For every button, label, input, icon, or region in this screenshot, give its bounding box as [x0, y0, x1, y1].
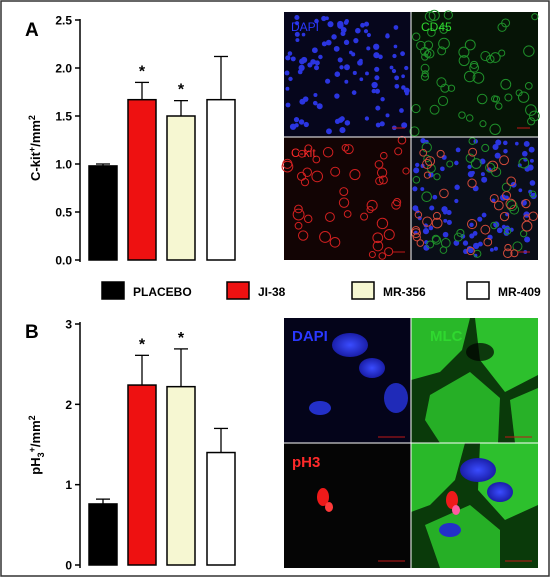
panel-b-y-tick-label: 2	[65, 398, 72, 412]
panel-b-dapi-quadrant	[284, 318, 411, 443]
panel-b-y-tick-label: 3	[65, 318, 72, 332]
panel-a-y-tick-label: 2.5	[55, 14, 72, 28]
panel-b-bar-mr-409	[206, 451, 236, 566]
panel-a-bar-placebo	[88, 165, 118, 261]
panel-a-y-tick-label: 2.0	[55, 62, 72, 76]
legend-label: JI-38	[258, 285, 286, 299]
panel-a-ckit-quadrant	[281, 135, 411, 260]
panel-b-bar-placebo	[88, 503, 118, 566]
panel-a-cd45-quadrant	[409, 9, 540, 137]
panel-a-microscopy-image: DAPI CD45 C-kit	[281, 9, 540, 260]
legend-swatch	[466, 281, 490, 300]
panel-b-letter: B	[25, 322, 39, 343]
legend-swatch	[226, 281, 250, 300]
panel-b-ph3-quadrant	[284, 443, 411, 568]
panel-a-merge-quadrant	[411, 137, 538, 260]
panel-b-image-label-mlc: MLC	[430, 328, 463, 345]
panel-b-image-label-dapi: DAPI	[292, 328, 328, 345]
panel-a-image-label-cd45: CD45	[421, 20, 452, 34]
panel-a-ylabel: C-kit+/mm2	[27, 115, 43, 181]
panel-b-ylabel: pH3+/mm2	[27, 415, 46, 474]
panel-b-microscopy-image: DAPI MLC pH3	[284, 318, 538, 568]
panel-b: B pH3+/mm2 0 1 2 3 * *	[25, 318, 538, 573]
panel-b-y-tick-label: 0	[65, 559, 72, 573]
panel-b-bar-ji-38	[127, 384, 157, 566]
panel-a-bar-ji-38	[127, 98, 157, 261]
panel-a-y-tick-label: 1.0	[55, 158, 72, 172]
panel-a-letter: A	[25, 20, 39, 41]
legend-label: MR-409	[498, 285, 541, 299]
panel-a-y-tick-label: 1.5	[55, 110, 72, 124]
panel-a-bar-mr-356	[166, 115, 196, 261]
panel-b-mlc-quadrant	[411, 318, 538, 443]
panel-a-chart: 0.0 0.5 1.0 1.5 2.0 2.5 * *	[55, 14, 236, 268]
panel-a-image-label-dapi: DAPI	[291, 20, 319, 34]
panel-b-y-tick-label: 1	[65, 478, 72, 492]
panel-b-significance-mark: *	[139, 336, 146, 353]
legend-label: MR-356	[383, 285, 426, 299]
panel-b-bar-mr-356	[166, 385, 196, 566]
panel-b-merge-quadrant	[411, 443, 538, 568]
panel-a: A C-kit+/mm2 0.0 0.5 1.0 1.5 2.0 2.5 * * DAPI …	[25, 9, 540, 268]
panel-b-significance-mark: *	[178, 330, 185, 347]
panel-a-bar-mr-409	[206, 98, 236, 261]
panel-a-significance-mark: *	[139, 63, 146, 80]
legend-swatch	[351, 281, 375, 300]
legend-label: PLACEBO	[133, 285, 192, 299]
panel-b-image-label-ph3: pH3	[292, 454, 320, 471]
panel-a-significance-mark: *	[178, 82, 185, 99]
panel-a-y-tick-label: 0.5	[55, 206, 72, 220]
panel-a-dapi-quadrant	[284, 12, 411, 137]
panel-a-image-label-ckit: C-kit	[291, 146, 316, 160]
legend-swatch	[101, 281, 125, 300]
legend: PLACEBO JI-38 MR-356 MR-409	[101, 281, 541, 300]
panel-a-y-tick-label: 0.0	[55, 254, 72, 268]
panel-b-chart: 0 1 2 3 * *	[65, 318, 236, 573]
